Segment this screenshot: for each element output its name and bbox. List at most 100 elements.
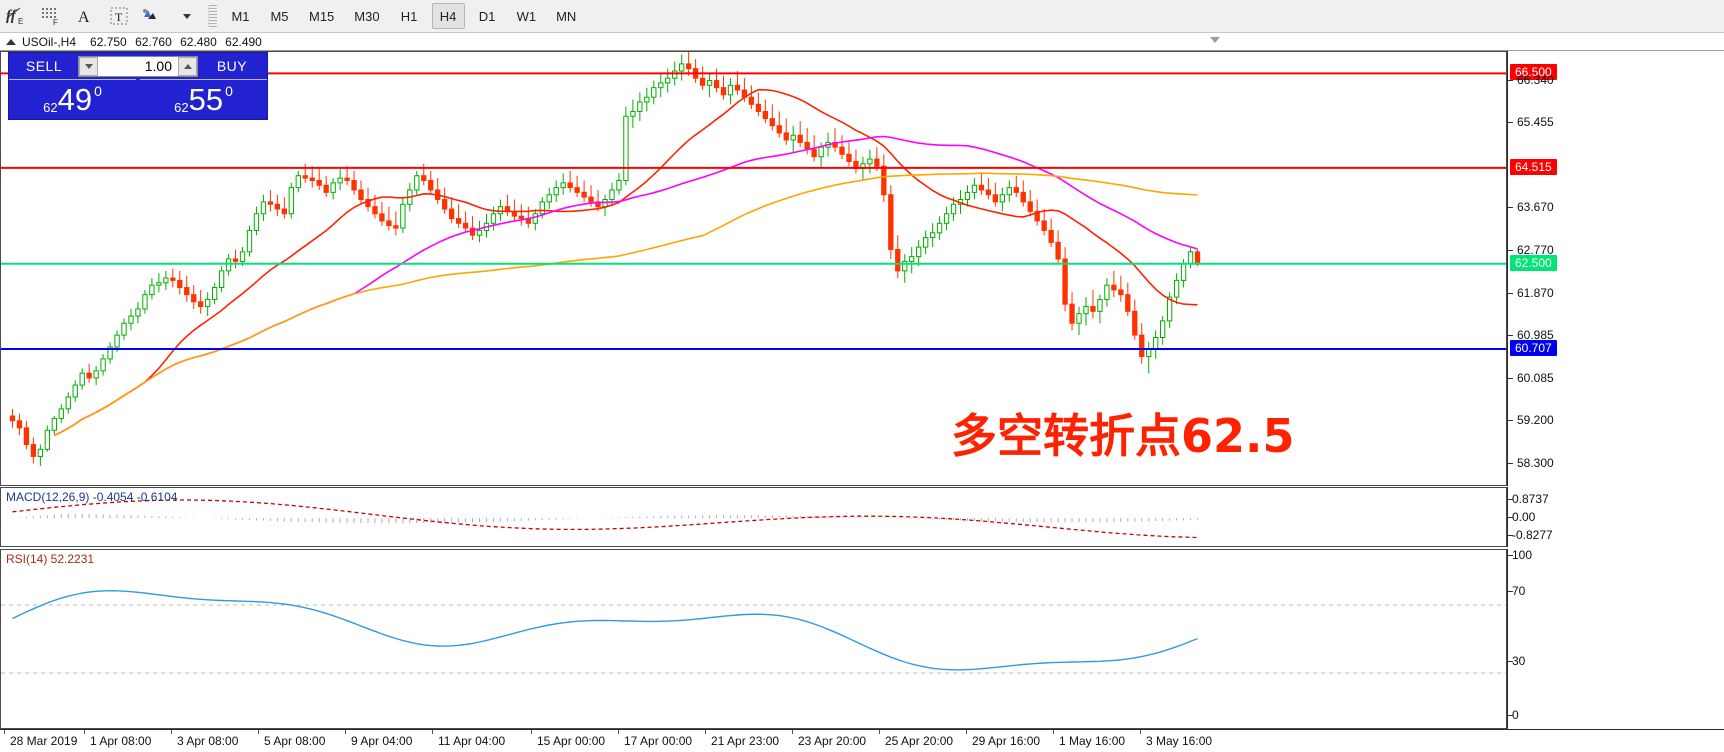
volume-decrement-icon[interactable] — [79, 56, 98, 76]
price-axis[interactable]: 66.500 66.340 65.455 64.515 63.670 62.770 62.5… — [1507, 51, 1724, 486]
time-tick-7 — [618, 730, 619, 734]
grid-icon[interactable]: F — [34, 1, 68, 32]
symbol-info-bar: USOil-,H4 62.750 62.760 62.480 62.490 — [0, 33, 1724, 51]
time-label-9: 23 Apr 20:00 — [798, 734, 867, 748]
time-tick-8 — [705, 730, 706, 734]
price-tick-65-455: 65.455 — [1508, 115, 1554, 129]
volume-stepper[interactable]: 1.00 — [78, 55, 198, 77]
time-label-1: 1 Apr 08:00 — [90, 734, 152, 748]
price-tick-60-707[interactable]: 60.707 — [1510, 340, 1557, 357]
price-tick-63-670: 63.670 — [1508, 200, 1554, 214]
time-label-4: 9 Apr 04:00 — [351, 734, 413, 748]
macd-tick-0: 0.8737 — [1508, 492, 1549, 506]
time-tick-12 — [1053, 730, 1054, 734]
time-tick-6 — [531, 730, 532, 734]
time-label-5: 11 Apr 04:00 — [438, 734, 506, 748]
time-label-0: 28 Mar 2019 — [10, 734, 78, 748]
timeframe-mn[interactable]: MN — [556, 8, 577, 24]
macd-label: MACD(12,26,9) -0.4054 -0.6104 — [6, 490, 178, 504]
price-tick-64-515[interactable]: 64.515 — [1510, 158, 1557, 175]
timeframe-h4[interactable]: H4 — [431, 3, 465, 29]
trade-panel-quotes: 62 49 0 62 55 0 — [9, 79, 267, 119]
time-axis: 28 Mar 2019 1 Apr 08:00 3 Apr 08:00 5 Apr 0… — [0, 729, 1724, 752]
text-label-icon[interactable]: T — [102, 1, 136, 32]
time-label-11: 29 Apr 16:00 — [972, 734, 1041, 748]
candlestick-canvas — [1, 52, 1506, 466]
symbol-name: USOil-,H4 — [22, 34, 77, 49]
svg-text:ff: ff — [6, 8, 18, 24]
time-tick-0 — [4, 730, 5, 734]
rsi-tick-70: 70 — [1508, 584, 1525, 598]
expand-triangle-icon[interactable] — [6, 38, 16, 45]
macd-tick-1: 0.00 — [1508, 510, 1535, 524]
price-tick-66-500[interactable]: 66.500 — [1510, 64, 1557, 81]
time-label-8: 21 Apr 23:00 — [711, 734, 780, 748]
price-tick-60-985: 60.985 — [1508, 328, 1554, 342]
time-tick-13 — [1140, 730, 1141, 734]
price-tick-61-870: 61.870 — [1508, 286, 1554, 300]
price-tick-60-085: 60.085 — [1508, 371, 1554, 385]
time-tick-2 — [171, 730, 172, 734]
time-tick-1 — [84, 730, 85, 734]
chevron-down-icon[interactable] — [170, 1, 204, 32]
svg-text:A: A — [78, 9, 90, 26]
time-label-12: 1 May 16:00 — [1059, 734, 1126, 748]
chart-annotation: 多空转折点62.5 — [951, 409, 1295, 463]
timeframe-w1[interactable]: W1 — [516, 8, 537, 24]
volume-increment-icon[interactable] — [178, 56, 197, 76]
time-tick-9 — [792, 730, 793, 734]
time-label-13: 3 May 16:00 — [1146, 734, 1213, 748]
rsi-tick-0: 0 — [1508, 708, 1519, 722]
sell-price-main: 49 — [57, 82, 93, 117]
buy-price-main: 55 — [188, 82, 224, 117]
svg-text:T: T — [115, 10, 123, 24]
sell-price-prefix: 62 — [43, 100, 58, 115]
pane-collapse-caret-icon[interactable] — [1210, 37, 1220, 43]
time-label-7: 17 Apr 00:00 — [624, 734, 693, 748]
ohlc-high: 62.760 — [135, 34, 172, 49]
timeframe-d1[interactable]: D1 — [478, 8, 496, 24]
price-tick-66-340: 66.340 — [1508, 73, 1554, 87]
rsi-tick-100: 100 — [1508, 548, 1532, 562]
buy-price-prefix: 62 — [174, 100, 189, 115]
sell-price-pip: 0 — [94, 83, 102, 99]
one-click-trading-panel[interactable]: SELL 1.00 BUY 62 49 0 62 55 0 — [8, 52, 268, 120]
timeframe-m30[interactable]: M30 — [354, 8, 380, 24]
timeframe-m1[interactable]: M1 — [231, 8, 250, 24]
price-tick-62-500[interactable]: 62.500 — [1510, 254, 1557, 271]
objects-icon[interactable] — [136, 1, 170, 32]
rsi-label: RSI(14) 52.2231 — [6, 552, 95, 566]
ohlc-values: 62.750 62.760 62.480 62.490 — [90, 35, 267, 49]
buy-price[interactable]: 62 55 0 — [140, 79, 267, 119]
price-tick-58-300: 58.300 — [1508, 456, 1554, 470]
macd-tick-2: -0.8277 — [1508, 528, 1553, 542]
time-label-10: 25 Apr 20:00 — [885, 734, 954, 748]
buy-button[interactable]: BUY — [216, 58, 248, 74]
macd-indicator-pane[interactable]: MACD(12,26,9) -0.4054 -0.6104 — [0, 487, 1507, 547]
rsi-indicator-pane[interactable]: RSI(14) 52.2231 — [0, 549, 1507, 729]
text-tool-icon[interactable]: A — [68, 1, 102, 32]
rsi-axis: 100 70 30 0 — [1507, 548, 1724, 729]
rsi-tick-30: 30 — [1508, 654, 1525, 668]
time-label-3: 5 Apr 08:00 — [264, 734, 326, 748]
sell-button[interactable]: SELL — [25, 58, 63, 74]
svg-text:E: E — [18, 17, 23, 26]
time-tick-10 — [879, 730, 880, 734]
timeframe-m15[interactable]: M15 — [309, 8, 335, 24]
time-label-2: 3 Apr 08:00 — [177, 734, 239, 748]
ohlc-open: 62.750 — [90, 34, 127, 49]
indicators-icon[interactable]: ff E — [0, 1, 34, 32]
sell-price[interactable]: 62 49 0 — [9, 79, 136, 119]
timeframe-m5[interactable]: M5 — [270, 8, 289, 24]
price-chart-pane[interactable]: 多空转折点62.5 — [0, 51, 1507, 486]
time-tick-3 — [258, 730, 259, 734]
rsi-canvas — [1, 589, 1506, 674]
time-label-6: 15 Apr 00:00 — [537, 734, 606, 748]
timeframe-h1[interactable]: H1 — [400, 8, 418, 24]
toolbar-separator — [208, 5, 217, 27]
time-tick-4 — [345, 730, 346, 734]
macd-canvas — [12, 499, 1199, 539]
volume-input[interactable]: 1.00 — [144, 58, 172, 74]
svg-text:F: F — [53, 18, 58, 27]
